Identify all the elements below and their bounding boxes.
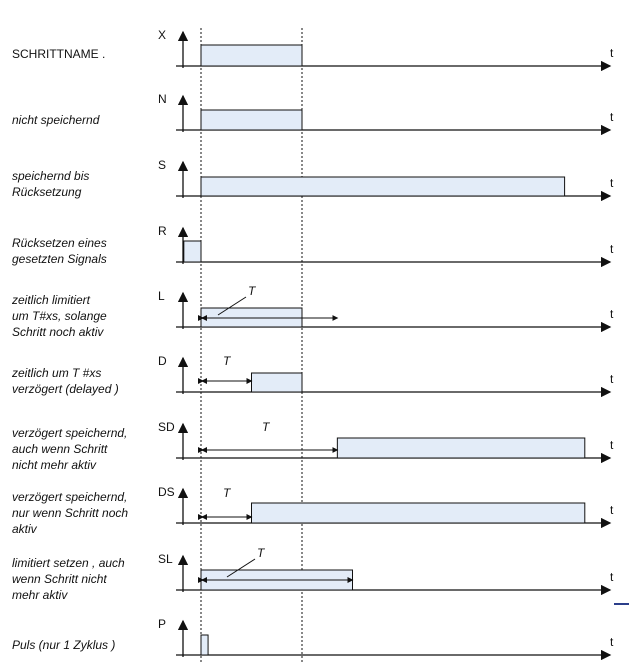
t-axis-label-d: t bbox=[610, 372, 614, 386]
description-sd: verzögert speichernd, auch wenn Schritt … bbox=[12, 426, 128, 472]
qualifier-sl: SL bbox=[158, 552, 173, 566]
pulse-n bbox=[200, 109, 303, 131]
qualifier-p: P bbox=[158, 617, 167, 631]
t-axis-label-sl: t bbox=[610, 570, 614, 584]
pulse-ds bbox=[251, 502, 586, 524]
qualifier-l: L bbox=[158, 289, 165, 303]
pulse-sd bbox=[336, 437, 586, 459]
interval-label-ds: T bbox=[223, 486, 231, 500]
interval-leader-l bbox=[217, 296, 247, 316]
interval-label-sl: T bbox=[257, 546, 265, 560]
t-axis-label-sd: t bbox=[610, 438, 614, 452]
description-ds: verzögert speichernd, nur wenn Schritt n… bbox=[12, 490, 129, 536]
qualifier-sd: SD bbox=[158, 420, 175, 434]
interval-label-sd: T bbox=[262, 420, 270, 434]
t-axis-label-x: t bbox=[610, 46, 614, 60]
description-p: Puls (nur 1 Zyklus ) bbox=[12, 638, 116, 652]
description-x: SCHRITTNAME . bbox=[12, 47, 106, 61]
description-sl: limitiert setzen , auch wenn Schritt nic… bbox=[12, 556, 125, 602]
description-l: zeitlich limitiert um T#xs, solange Schr… bbox=[12, 293, 107, 339]
pulse-x bbox=[200, 44, 303, 67]
t-axis-label-r: t bbox=[610, 242, 614, 256]
qualifier-r: R bbox=[158, 224, 167, 238]
pulse-r bbox=[183, 240, 202, 263]
qualifier-ds: DS bbox=[158, 485, 175, 499]
qualifier-n: N bbox=[158, 92, 167, 106]
description-r: Rücksetzen eines gesetzten Signals bbox=[12, 236, 107, 266]
interval-label-l: T bbox=[248, 284, 256, 298]
t-axis-label-p: t bbox=[610, 635, 614, 649]
t-axis-label-n: t bbox=[610, 110, 614, 124]
qualifier-s: S bbox=[158, 158, 167, 172]
qualifier-x: X bbox=[158, 28, 167, 42]
description-d: zeitlich um T #xs verzögert (delayed ) bbox=[12, 366, 119, 396]
qualifier-d: D bbox=[158, 354, 167, 368]
t-axis-label-ds: t bbox=[610, 503, 614, 517]
t-axis-label-l: t bbox=[610, 307, 614, 321]
description-n: nicht speichernd bbox=[12, 113, 100, 127]
pulse-d bbox=[251, 372, 303, 393]
interval-leader-sl bbox=[226, 558, 256, 578]
pulse-p bbox=[200, 634, 209, 656]
interval-label-d: T bbox=[223, 354, 231, 368]
description-s: speichernd bis Rücksetzung bbox=[12, 169, 90, 199]
pulse-s bbox=[200, 176, 566, 197]
t-axis-label-s: t bbox=[610, 176, 614, 190]
